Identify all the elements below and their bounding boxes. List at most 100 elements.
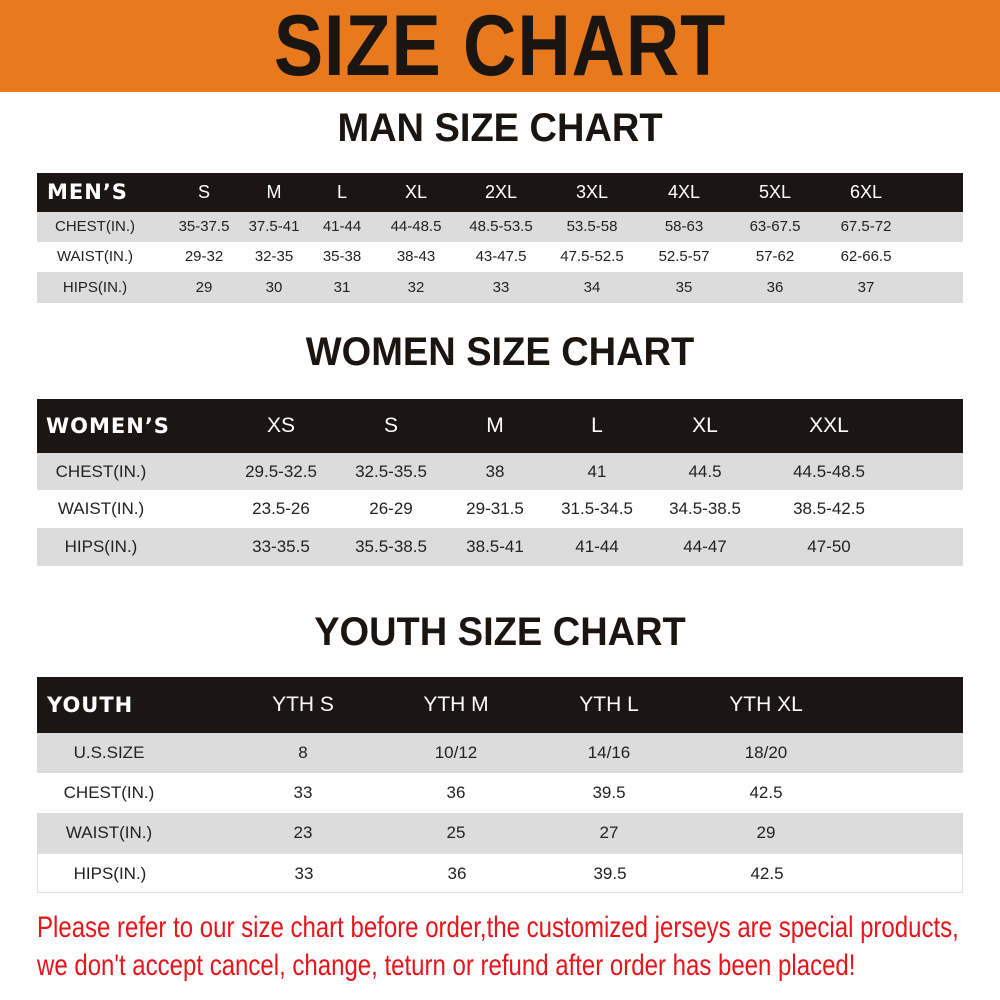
table-cell: 37.5-41 (248, 218, 300, 235)
size-column-header: 3XL (575, 182, 609, 202)
row-label: CHEST(IN.) (55, 462, 147, 481)
table-cell: 44.5-48.5 (793, 462, 865, 481)
table-row: HIPS(IN.) 33 36 39.5 42.5 (37, 853, 963, 893)
table-cell: 34.5-38.5 (669, 499, 741, 518)
table-row: HIPS(IN.) 33-35.5 35.5-38.5 38.5-41 41-44 44-… (37, 528, 963, 566)
table-cell: 41-44 (322, 218, 362, 235)
row-label: U.S.SIZE (73, 743, 145, 762)
size-column-header: YTH XL (729, 693, 803, 716)
table-cell: 31 (333, 279, 351, 296)
table-row: CHEST(IN.) 35-37.5 37.5-41 41-44 44-48.5 48.5… (37, 212, 963, 242)
size-column-header: L (336, 182, 347, 202)
table-cell: 34 (583, 279, 601, 296)
row-label: WAIST(IN.) (57, 499, 145, 518)
size-column-header: YTH S (272, 693, 334, 716)
table-row: CHEST(IN.) 33 36 39.5 42.5 (37, 773, 963, 813)
table-cell: 23 (293, 823, 313, 842)
table-cell: 48.5-53.5 (469, 218, 533, 235)
table-cell: 18/20 (744, 743, 788, 762)
table-cell: 29-32 (184, 248, 224, 265)
size-column-header: 2XL (484, 182, 518, 202)
row-label: HIPS(IN.) (62, 279, 128, 296)
men-section-title: MAN SIZE CHART (337, 106, 663, 150)
table-cell: 32-35 (254, 248, 294, 265)
table-cell: 27 (599, 823, 619, 842)
table-cell: 10/12 (434, 743, 478, 762)
men-header-row: MEN’S S M L XL 2XL 3XL 4XL 5XL 6XL (37, 173, 963, 212)
table-cell: 35.5-38.5 (355, 537, 427, 556)
table-cell: 35-37.5 (178, 218, 230, 235)
header-label: MEN’S (47, 180, 128, 204)
table-cell: 25 (446, 823, 466, 842)
size-column-header: XL (404, 182, 428, 202)
table-cell: 33 (293, 783, 313, 802)
table-cell: 39.5 (592, 783, 626, 802)
table-cell: 43-47.5 (475, 248, 527, 265)
table-cell: 35 (675, 279, 693, 296)
header-label: WOMEN’S (46, 414, 170, 438)
table-cell: 52.5-57 (658, 248, 710, 265)
table-cell: 62-66.5 (840, 248, 892, 265)
table-cell: 63-67.5 (749, 218, 801, 235)
size-column-header: XS (266, 414, 295, 437)
table-row: WAIST(IN.) 23 25 27 29 (37, 813, 963, 853)
table-cell: 35-38 (322, 248, 362, 265)
table-cell: 57-62 (755, 248, 795, 265)
table-cell: 8 (298, 743, 308, 762)
youth-header-row: YOUTH YTH S YTH M YTH L YTH XL (37, 677, 963, 733)
size-column-header: L (591, 414, 603, 437)
table-cell: 26-29 (369, 499, 413, 518)
table-cell: 44-48.5 (390, 218, 442, 235)
table-cell: 32.5-35.5 (355, 462, 427, 481)
table-cell: 36 (446, 783, 466, 802)
youth-section-title: YOUTH SIZE CHART (314, 610, 686, 654)
table-cell: 29.5-32.5 (245, 462, 317, 481)
table-cell: 33 (492, 279, 510, 296)
table-cell: 44-47 (683, 537, 727, 556)
table-cell: 38.5-41 (466, 537, 524, 556)
table-cell: 67.5-72 (840, 218, 892, 235)
table-cell: 41-44 (575, 537, 619, 556)
women-header-row: WOMEN’S XS S M L XL XXL (37, 399, 963, 453)
size-column-header: S (383, 414, 398, 437)
row-label: HIPS(IN.) (64, 537, 138, 556)
table-cell: 58-63 (664, 218, 704, 235)
table-cell: 32 (407, 279, 425, 296)
table-row: HIPS(IN.) 29 30 31 32 33 34 35 36 37 (37, 272, 963, 303)
table-cell: 47-50 (807, 537, 851, 556)
table-cell: 36 (447, 864, 467, 883)
table-cell: 31.5-34.5 (561, 499, 633, 518)
table-cell: 33-35.5 (252, 537, 310, 556)
banner (0, 0, 1000, 92)
table-cell: 23.5-26 (252, 499, 310, 518)
table-row: WAIST(IN.) 29-32 32-35 35-38 38-43 43-47.5 47.… (37, 242, 963, 272)
size-column-header: YTH L (579, 693, 639, 716)
size-column-header: YTH M (423, 693, 489, 716)
table-cell: 36 (766, 279, 784, 296)
size-column-header: XL (692, 414, 718, 437)
table-cell: 38-43 (396, 248, 436, 265)
table-cell: 29-31.5 (466, 499, 524, 518)
table-cell: 38.5-42.5 (793, 499, 865, 518)
row-label: WAIST(IN.) (56, 248, 134, 265)
notice-line-1: Please refer to our size chart before or… (37, 911, 959, 944)
size-column-header: 4XL (667, 182, 701, 202)
page-title: SIZE CHART (273, 0, 727, 94)
size-column-header: M (266, 182, 282, 202)
table-cell: 39.5 (593, 864, 627, 883)
row-label: HIPS(IN.) (73, 864, 147, 883)
row-label: CHEST(IN.) (55, 218, 135, 235)
table-cell: 42.5 (749, 783, 783, 802)
women-section-title: WOMEN SIZE CHART (305, 330, 695, 374)
table-row: CHEST(IN.) 29.5-32.5 32.5-35.5 38 41 44.5 44.5… (37, 453, 963, 490)
size-column-header: 5XL (758, 182, 792, 202)
notice-line-2: we don't accept cancel, change, teturn o… (37, 949, 856, 982)
row-label: CHEST(IN.) (63, 783, 155, 802)
table-cell: 41 (587, 462, 607, 481)
size-column-header: XXL (809, 414, 849, 437)
table-cell: 37 (857, 279, 875, 296)
header-label: YOUTH (47, 693, 134, 717)
table-cell: 53.5-58 (566, 218, 618, 235)
table-cell: 38 (485, 462, 505, 481)
table-cell: 42.5 (750, 864, 784, 883)
